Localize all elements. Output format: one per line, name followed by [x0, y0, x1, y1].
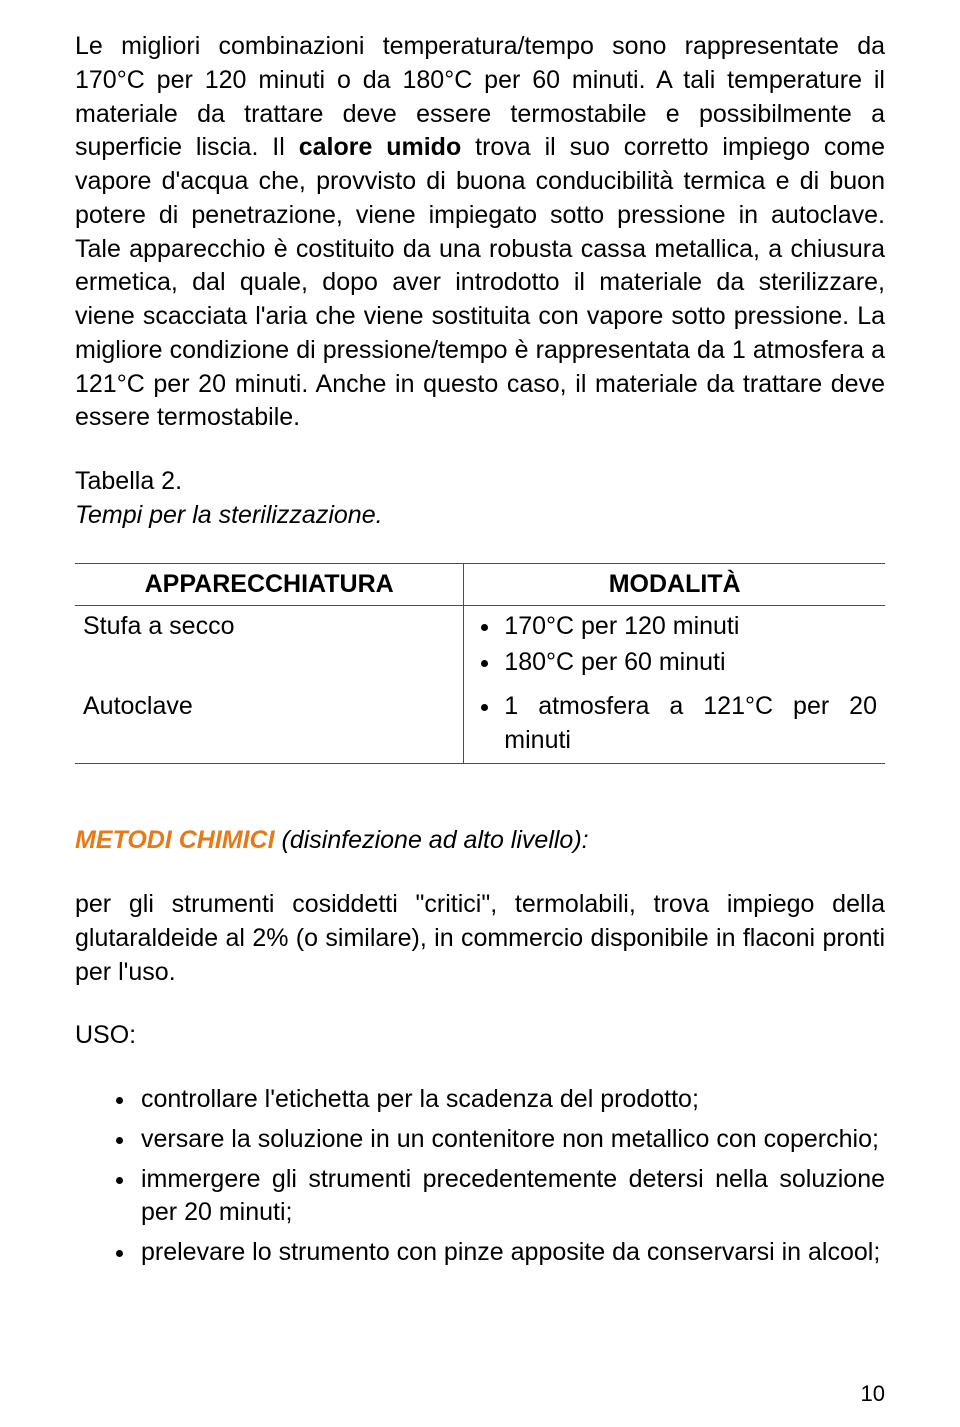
table-label: Tabella 2.	[75, 467, 182, 495]
modality-item: 180°C per 60 minuti	[502, 646, 877, 680]
apparatus-cell: Stufa a secco	[75, 606, 464, 686]
modality-cell: 170°C per 120 minuti 180°C per 60 minuti	[464, 606, 885, 686]
uso-item: controllare l'etichetta per la scadenza …	[137, 1083, 885, 1117]
table-caption-block: Tabella 2. Tempi per la sterilizzazione.	[75, 465, 885, 533]
section-heading-rest: (disinfezione ad alto livello):	[275, 826, 589, 854]
col2-header: MODALITÀ	[464, 563, 885, 606]
uso-item: immergere gli strumenti precedentemente …	[137, 1163, 885, 1231]
para1-bold: calore umido	[299, 133, 462, 161]
page-number: 10	[861, 1379, 885, 1409]
modality-item: 1 atmosfera a 121°C per 20 minuti	[502, 690, 877, 758]
apparatus-cell: Autoclave	[75, 686, 464, 764]
document-page: Le migliori combinazioni temperatura/tem…	[0, 0, 960, 1427]
table-header-row: APPARECCHIATURA MODALITÀ	[75, 563, 885, 606]
uso-label: USO:	[75, 1019, 885, 1053]
uso-list: controllare l'etichetta per la scadenza …	[75, 1083, 885, 1270]
modality-cell: 1 atmosfera a 121°C per 20 minuti	[464, 686, 885, 764]
uso-item: prelevare lo strumento con pinze apposit…	[137, 1236, 885, 1270]
table-row: Stufa a secco 170°C per 120 minuti 180°C…	[75, 606, 885, 686]
paragraph-main: Le migliori combinazioni temperatura/tem…	[75, 30, 885, 435]
uso-item: versare la soluzione in un contenitore n…	[137, 1123, 885, 1157]
sterilization-table: APPARECCHIATURA MODALITÀ Stufa a secco 1…	[75, 563, 885, 765]
section-heading: METODI CHIMICI (disinfezione ad alto liv…	[75, 824, 885, 858]
table-row: Autoclave 1 atmosfera a 121°C per 20 min…	[75, 686, 885, 764]
para1-post: trova il suo corretto impiego come vapor…	[75, 133, 885, 431]
modality-item: 170°C per 120 minuti	[502, 610, 877, 644]
section-heading-accent: METODI CHIMICI	[75, 826, 275, 854]
table-caption: Tempi per la sterilizzazione.	[75, 501, 383, 529]
paragraph-chem: per gli strumenti cosiddetti "critici", …	[75, 888, 885, 989]
col1-header: APPARECCHIATURA	[75, 563, 464, 606]
